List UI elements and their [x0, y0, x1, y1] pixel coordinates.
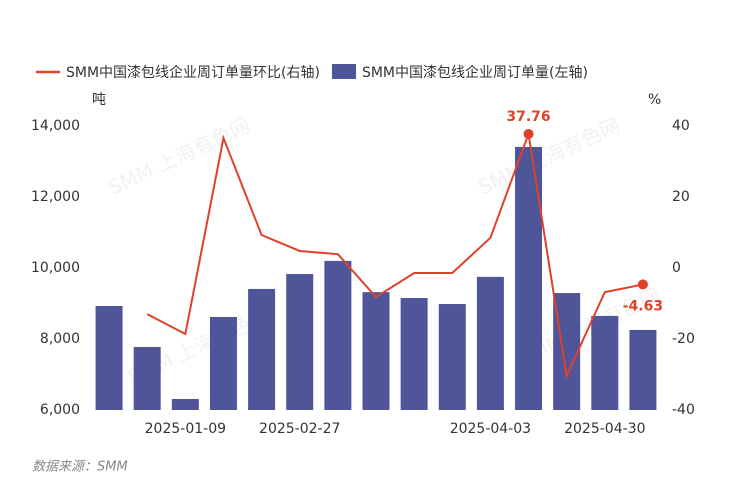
bar: [209, 316, 237, 410]
bar: [362, 292, 390, 410]
point: [637, 279, 648, 290]
source: 数据来源：SMM: [32, 460, 128, 475]
x-tick-label: 2025-01-09: [145, 421, 226, 437]
y-tick-label: 10,000: [31, 260, 80, 276]
y-tick-label: 14,000: [31, 118, 80, 134]
y2-tick-label: -40: [672, 402, 695, 418]
legend-label: SMM中国漆包线企业周订单量(左轴): [362, 64, 588, 81]
x-tick-label: 2025-02-27: [259, 421, 340, 437]
legend-swatch: [331, 64, 356, 79]
y2-tick-label: -20: [672, 331, 695, 347]
y2-unit: %: [648, 92, 661, 108]
bar: [286, 274, 314, 410]
y2-tick-label: 0: [672, 260, 681, 276]
value-label: -4.63: [623, 298, 663, 314]
legend-label: SMM中国漆包线企业周订单量环比(右轴): [66, 64, 320, 81]
watermark: SMM 上海有色网: [474, 113, 623, 200]
bar: [324, 260, 352, 410]
point: [523, 128, 534, 139]
bar: [591, 315, 619, 410]
bar: [248, 288, 276, 410]
x-tick-label: 2025-04-03: [450, 421, 531, 437]
y2-tick-label: 40: [672, 118, 690, 134]
bar: [515, 146, 543, 410]
y-tick-label: 6,000: [40, 402, 80, 418]
bar: [400, 297, 428, 410]
bar: [171, 398, 199, 410]
y2-tick-label: 20: [672, 189, 690, 205]
x-tick-label: 2025-04-30: [564, 421, 645, 437]
y-tick-label: 8,000: [40, 331, 80, 347]
bar: [133, 346, 161, 410]
bar: [476, 276, 504, 410]
bar: [95, 305, 123, 410]
line: [146, 129, 644, 380]
bar: [438, 304, 466, 410]
value-label: 37.76: [506, 109, 550, 125]
y-unit: 吨: [92, 92, 106, 108]
bar: [629, 329, 657, 410]
y-tick-label: 12,000: [31, 189, 80, 205]
